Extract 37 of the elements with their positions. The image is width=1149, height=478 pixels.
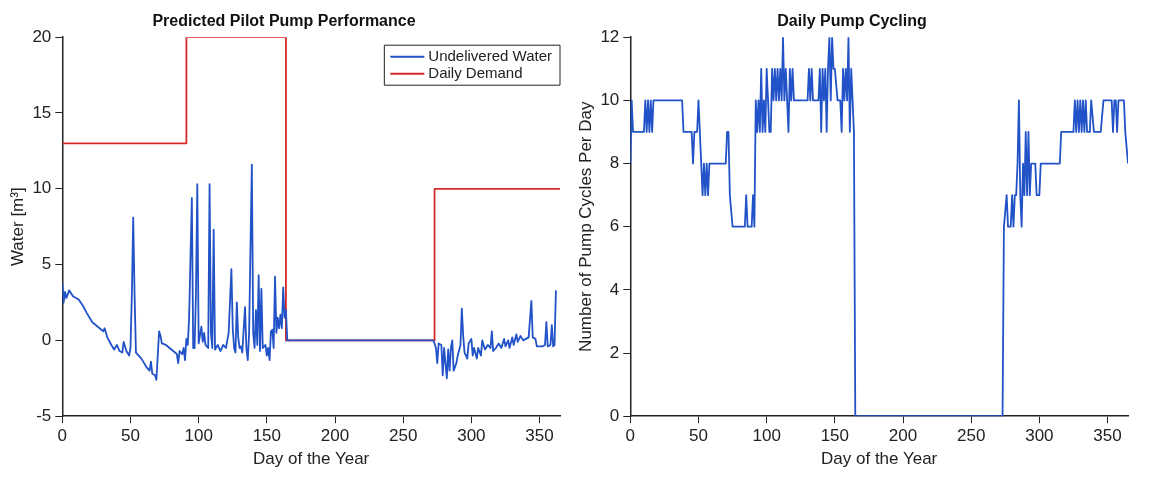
y-tick-label: 10 (600, 90, 620, 110)
y-axis-title: Number of Pump Cycles Per Day (575, 101, 595, 352)
y-tick-label: 6 (609, 216, 620, 236)
x-tick-label: 100 (752, 426, 781, 446)
x-axis-title: Day of the Year (253, 449, 370, 469)
x-tick-label: 200 (320, 426, 350, 446)
y-tick-label: 20 (32, 26, 52, 46)
x-tick-label: 350 (525, 426, 554, 446)
x-tick-label: 0 (625, 426, 636, 446)
x-tick-label: 150 (820, 426, 850, 446)
x-tick-label: 100 (184, 426, 213, 446)
chart-title: Predicted Pilot Pump Performance (152, 12, 416, 30)
x-tick-label: 350 (1093, 426, 1122, 446)
x-tick-label: 200 (888, 426, 918, 446)
y-tick-label: -5 (36, 405, 52, 425)
y-tick-label: 10 (32, 178, 52, 198)
chart-title: Daily Pump Cycling (777, 12, 927, 30)
x-tick-label: 50 (121, 426, 140, 446)
y-tick-label: 2 (609, 342, 620, 362)
x-axis-title: Day of the Year (821, 449, 938, 469)
y-tick-label: 15 (32, 102, 52, 122)
legend-label: Undelivered Water (428, 46, 553, 64)
y-tick-label: 8 (609, 153, 620, 173)
x-tick-label: 250 (389, 426, 418, 446)
x-tick-label: 300 (1025, 426, 1054, 446)
y-tick-label: 4 (609, 279, 620, 299)
x-tick-label: 50 (689, 426, 708, 446)
y-tick-label: 12 (600, 26, 620, 46)
legend-label: Daily Demand (428, 63, 523, 81)
y-tick-label: 5 (41, 254, 52, 274)
x-tick-label: 300 (457, 426, 486, 446)
x-tick-label: 250 (957, 426, 986, 446)
y-tick-label: 0 (609, 405, 620, 425)
x-tick-label: 150 (252, 426, 282, 446)
y-tick-label: 0 (41, 330, 52, 350)
y-axis-title: Water [m³] (7, 187, 27, 267)
x-tick-label: 0 (57, 426, 68, 446)
